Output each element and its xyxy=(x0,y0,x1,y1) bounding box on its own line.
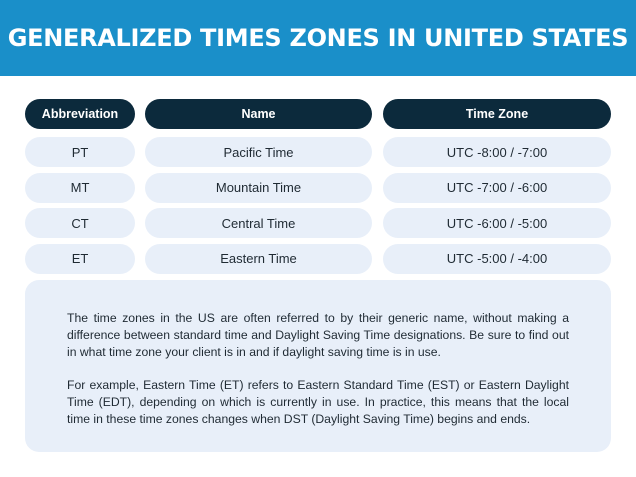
time-zone-cell: UTC -8:00 / -7:00 xyxy=(383,137,611,167)
table-row: CT Central Time UTC -6:00 / -5:00 xyxy=(25,208,611,238)
table-header-row: Abbreviation Name Time Zone xyxy=(25,99,611,129)
name-cell: Mountain Time xyxy=(145,172,372,203)
name-cell: Eastern Time xyxy=(145,243,372,274)
time-zone-cell: UTC -7:00 / -6:00 xyxy=(383,172,611,203)
info-paragraph: For example, Eastern Time (ET) refers to… xyxy=(67,378,569,426)
abbreviation-cell: PT xyxy=(25,137,135,167)
column-header-time-zone: Time Zone xyxy=(383,99,611,129)
time-zone-cell: UTC -5:00 / -4:00 xyxy=(383,243,611,274)
abbreviation-cell: ET xyxy=(25,243,135,274)
column-header-abbreviation: Abbreviation xyxy=(25,99,135,129)
table-row: PT Pacific Time UTC -8:00 / -7:00 xyxy=(25,137,611,167)
title-banner: GENERALIZED TIMES ZONES IN UNITED STATES xyxy=(0,0,636,76)
time-zone-cell: UTC -6:00 / -5:00 xyxy=(383,208,611,238)
info-paragraph: The time zones in the US are often refer… xyxy=(67,311,569,359)
page-title: GENERALIZED TIMES ZONES IN UNITED STATES xyxy=(7,24,629,52)
abbreviation-cell: MT xyxy=(25,172,135,203)
info-box: The time zones in the US are often refer… xyxy=(25,280,611,452)
name-cell: Pacific Time xyxy=(145,137,372,167)
time-zone-table: Abbreviation Name Time Zone PT Pacific T… xyxy=(25,99,611,279)
table-row: MT Mountain Time UTC -7:00 / -6:00 xyxy=(25,172,611,203)
name-cell: Central Time xyxy=(145,208,372,238)
abbreviation-cell: CT xyxy=(25,208,135,238)
table-row: ET Eastern Time UTC -5:00 / -4:00 xyxy=(25,243,611,274)
column-header-name: Name xyxy=(145,99,372,129)
